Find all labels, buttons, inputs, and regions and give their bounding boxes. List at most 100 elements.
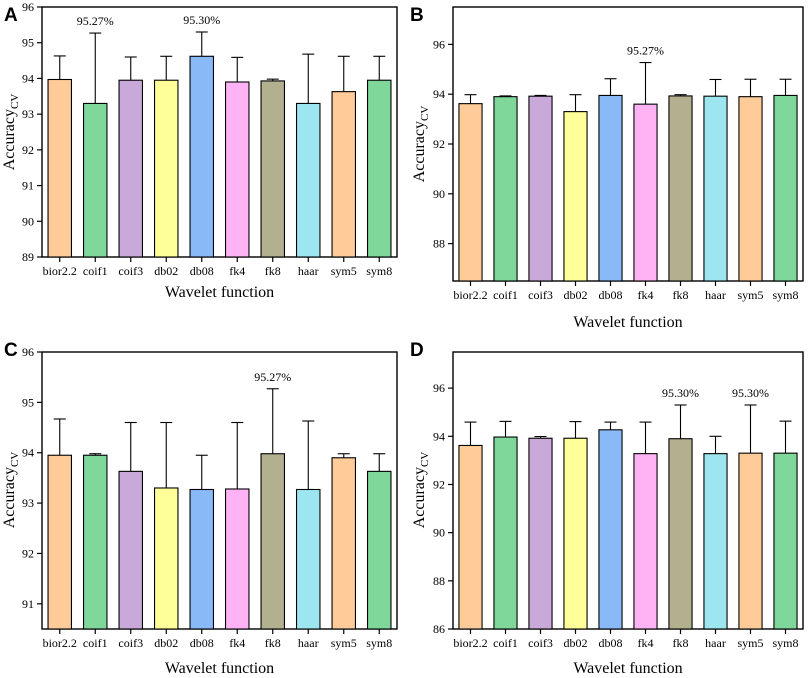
panel-letter-c: C (4, 340, 18, 361)
y-axis-title-d: AccuracyCV (411, 452, 431, 529)
bar-a-fk4 (224, 81, 250, 258)
x-tick-label-d: coif3 (528, 636, 553, 650)
x-tick-label-d: sym5 (737, 636, 763, 650)
x-tick-label-b: fk8 (673, 288, 689, 302)
x-axis-title-d: Wavelet function (573, 660, 682, 677)
x-tick-label-a: bior2.2 (43, 264, 77, 278)
bar-c-fk8 (260, 453, 286, 630)
y-tick-label-d: 96 (433, 381, 445, 395)
x-tick-label-c: coif1 (83, 636, 108, 650)
bar-c-bior2.2 (47, 454, 73, 630)
x-tick-label-c: coif3 (118, 636, 143, 650)
x-tick-label-d: fk8 (673, 636, 689, 650)
y-tick-label-b: 92 (433, 137, 445, 151)
x-tick-label-c: fk4 (229, 636, 245, 650)
x-tick-label-d: bior2.2 (453, 636, 487, 650)
x-tick-label-d: db02 (564, 636, 588, 650)
bar-b-coif3 (528, 95, 553, 282)
bars-group-b: 88 90 92 94 96 bior2.2 coif1 coif3 db02 db08 fk4 fk… (433, 37, 799, 302)
bar-c-sym8 (366, 470, 392, 630)
bar-c-db08 (189, 488, 215, 630)
panel-c: Wavelet function AccuracyCV (1, 351, 398, 677)
x-tick-label-a: fk4 (229, 264, 245, 278)
annotation-c: 95.27% (254, 370, 291, 384)
bar-d-db02 (563, 437, 588, 630)
x-tick-label-c: bior2.2 (43, 636, 77, 650)
panel-letter-d: D (410, 340, 424, 361)
bar-a-haar (295, 102, 321, 258)
bar-a-fk8 (260, 80, 286, 258)
annotation-b: 95.27% (627, 44, 664, 58)
x-tick-label-a: haar (298, 264, 319, 278)
bar-d-bior2.2 (458, 444, 483, 630)
bar-b-sym5 (738, 96, 763, 282)
y-tick-label-c: 94 (22, 446, 34, 460)
bar-c-coif3 (118, 470, 144, 630)
y-tick-label-c: 95 (22, 395, 34, 409)
plot-frame-c (41, 351, 398, 630)
bar-a-sym5 (331, 91, 357, 258)
y-axis-title-a: AccuracyCV (1, 94, 21, 171)
y-tick-label-a: 91 (22, 179, 34, 193)
x-tick-label-a: coif3 (118, 264, 143, 278)
y-tick-label-b: 94 (433, 87, 445, 101)
bar-c-coif1 (82, 454, 108, 630)
x-tick-label-b: coif3 (528, 288, 553, 302)
x-tick-label-b: haar (705, 288, 726, 302)
x-tick-label-a: sym8 (366, 264, 392, 278)
panel-d: Wavelet function AccuracyCV (411, 351, 804, 677)
x-tick-label-b: bior2.2 (453, 288, 487, 302)
y-tick-label-a: 95 (22, 36, 34, 50)
y-tick-label-d: 86 (433, 622, 445, 636)
x-tick-label-a: fk8 (265, 264, 281, 278)
x-tick-label-d: haar (705, 636, 726, 650)
x-tick-label-c: haar (298, 636, 319, 650)
bar-a-db02 (153, 79, 179, 258)
plot-frame-a (41, 6, 398, 258)
x-tick-label-b: db02 (564, 288, 588, 302)
y-tick-label-a: 90 (22, 214, 34, 228)
x-tick-label-a: db08 (190, 264, 214, 278)
y-tick-label-a: 93 (22, 107, 34, 121)
bar-d-fk8 (668, 438, 693, 630)
y-tick-label-a: 92 (22, 143, 34, 157)
bar-c-haar (295, 488, 321, 630)
y-tick-label-c: 92 (22, 546, 34, 560)
y-tick-label-a: 96 (22, 0, 34, 14)
y-tick-label-c: 96 (22, 345, 34, 359)
bar-b-fk8 (668, 95, 693, 282)
y-tick-label-d: 90 (433, 526, 445, 540)
plot-frame-d (452, 351, 804, 630)
bar-b-bior2.2 (458, 103, 483, 282)
x-tick-label-c: db08 (190, 636, 214, 650)
x-tick-label-c: sym5 (331, 636, 357, 650)
bar-b-haar (703, 95, 728, 282)
bar-d-coif1 (493, 436, 518, 630)
annotation-d: 95.30% (732, 386, 769, 400)
bars-group-d: 86 88 90 92 94 96 bior2.2 coif1 coif3 db02 db08 fk4… (433, 381, 799, 650)
x-tick-label-c: sym8 (366, 636, 392, 650)
bar-c-sym5 (331, 457, 357, 630)
x-tick-label-b: coif1 (493, 288, 518, 302)
y-tick-label-c: 93 (22, 496, 34, 510)
bars-group-a: 89 90 91 92 93 94 95 96 bior2.2 coif1 coif3 db02 db0… (22, 0, 392, 278)
x-tick-label-c: fk8 (265, 636, 281, 650)
bar-d-sym5 (738, 452, 763, 630)
y-tick-label-a: 94 (22, 71, 34, 85)
x-tick-label-d: db08 (599, 636, 623, 650)
bar-d-coif3 (528, 437, 553, 630)
bar-c-db02 (153, 487, 179, 630)
x-tick-label-b: sym8 (772, 288, 798, 302)
y-tick-label-b: 90 (433, 187, 445, 201)
y-axis-title-c: AccuracyCV (1, 452, 21, 529)
y-tick-label-d: 88 (433, 574, 445, 588)
x-axis-title-b: Wavelet function (573, 314, 682, 331)
bar-c-fk4 (224, 488, 250, 630)
x-tick-label-a: coif1 (83, 264, 108, 278)
y-tick-label-a: 89 (22, 250, 34, 264)
bar-b-db08 (598, 94, 623, 282)
bar-a-coif1 (82, 102, 108, 258)
bar-d-fk4 (633, 453, 658, 630)
bar-a-sym8 (366, 79, 392, 258)
